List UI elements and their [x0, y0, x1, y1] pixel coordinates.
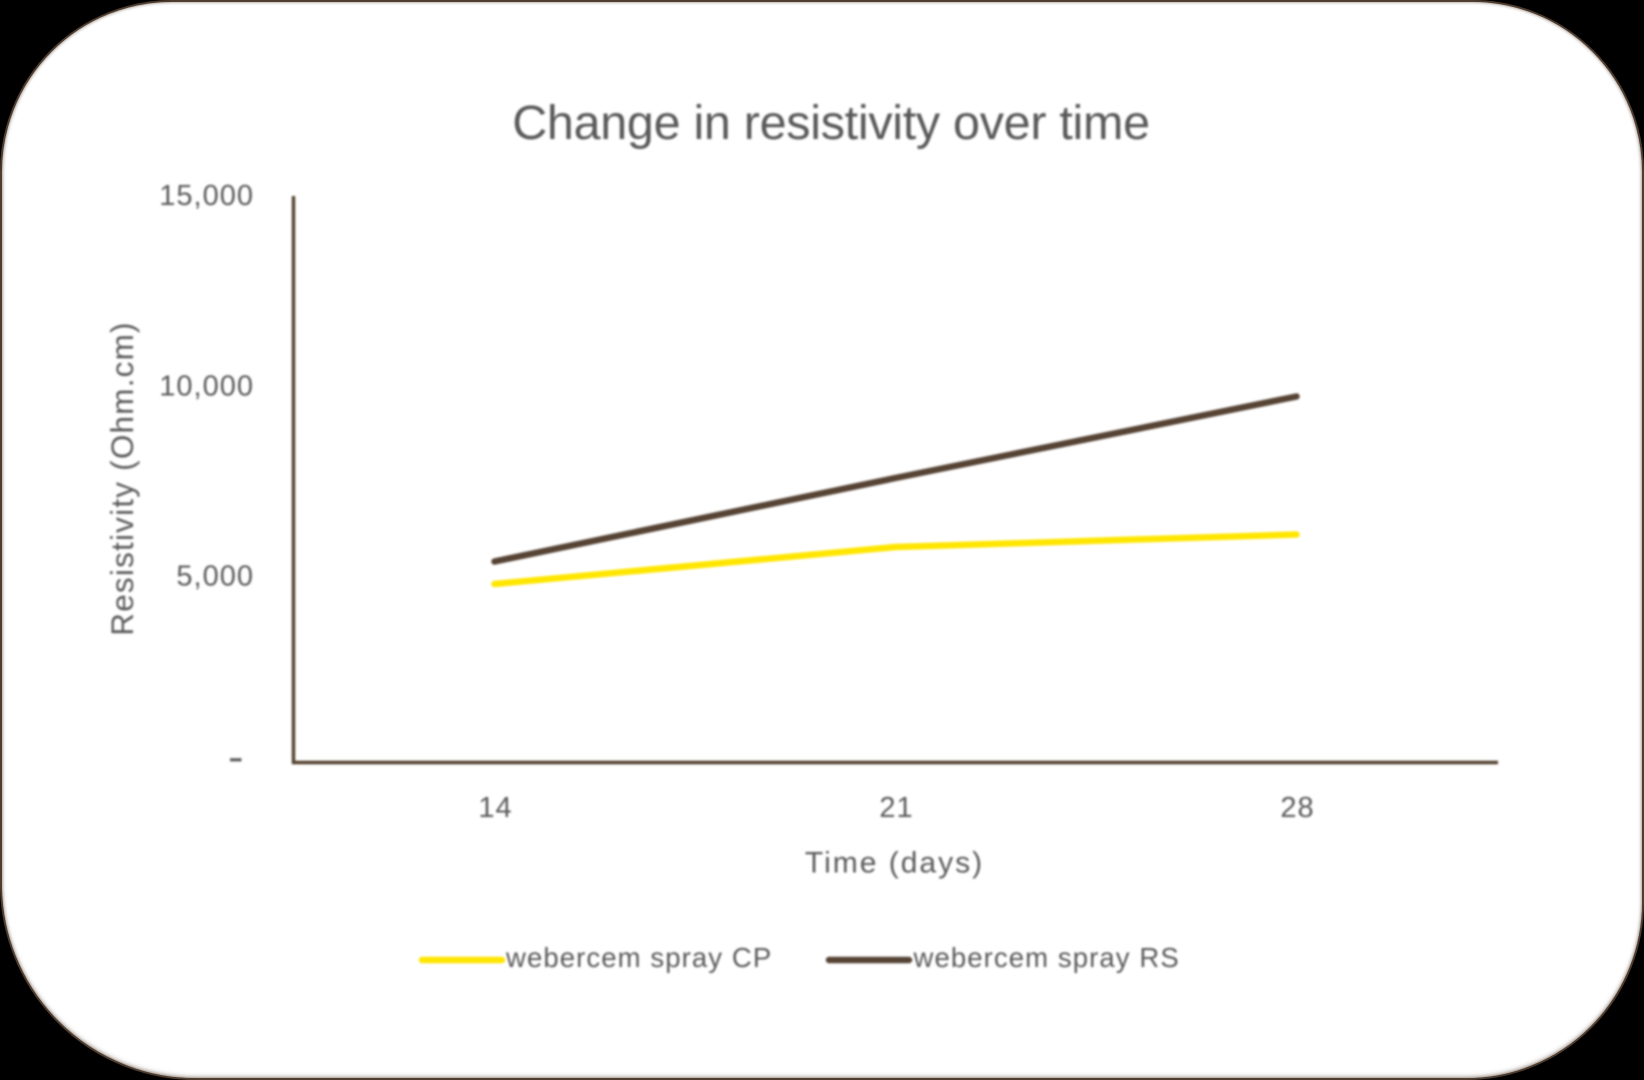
- svg-text:webercem spray CP: webercem spray CP: [505, 942, 772, 973]
- svg-text:14: 14: [478, 792, 512, 824]
- svg-text:28: 28: [1280, 792, 1314, 824]
- svg-text:10,000: 10,000: [159, 371, 254, 403]
- svg-text:15,000: 15,000: [159, 180, 254, 212]
- svg-text:5,000: 5,000: [176, 561, 254, 593]
- svg-text:21: 21: [879, 792, 913, 824]
- svg-text:Time (days): Time (days): [805, 847, 984, 880]
- svg-text:Change in resistivity over tim: Change in resistivity over time: [512, 96, 1150, 150]
- svg-text:Resistivity (Ohm.cm): Resistivity (Ohm.cm): [104, 321, 140, 636]
- svg-text:webercem spray RS: webercem spray RS: [913, 942, 1180, 973]
